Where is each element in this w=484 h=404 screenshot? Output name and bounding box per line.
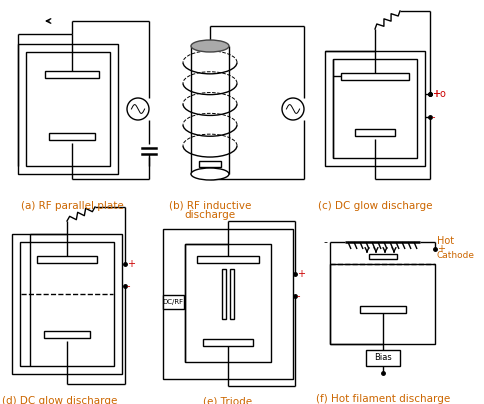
Text: +: + [431, 89, 439, 99]
Text: -: - [431, 112, 435, 122]
Bar [184, 244, 271, 362]
Text: (e) Triode: (e) Triode [203, 396, 252, 404]
Text: +: + [296, 269, 304, 279]
Text: +: + [127, 259, 135, 269]
Text: (d) DC glow discharge: (d) DC glow discharge [2, 396, 118, 404]
Bar [20, 242, 114, 366]
Bar [368, 253, 396, 259]
Bar [163, 295, 183, 309]
Text: Bias: Bias [373, 354, 391, 362]
Bar [340, 72, 408, 80]
Bar [203, 339, 253, 345]
Bar [18, 44, 118, 174]
Bar [359, 305, 405, 313]
Text: +o: +o [431, 89, 445, 99]
Bar [197, 255, 258, 263]
Bar [45, 71, 99, 78]
Bar [354, 128, 394, 135]
Text: (a) RF parallel plate: (a) RF parallel plate [21, 201, 123, 211]
Bar [365, 350, 399, 366]
Text: -: - [322, 237, 326, 247]
Text: DC/RF: DC/RF [162, 299, 183, 305]
Bar [163, 229, 292, 379]
Bar [37, 255, 97, 263]
Bar [333, 59, 416, 158]
Text: (f) Hot filament discharge: (f) Hot filament discharge [315, 394, 449, 404]
Text: -: - [127, 281, 130, 291]
Text: (b) RF inductive: (b) RF inductive [168, 201, 251, 211]
Circle shape [281, 98, 303, 120]
Bar [49, 133, 95, 139]
Text: (c) DC glow discharge: (c) DC glow discharge [317, 201, 431, 211]
Text: discharge: discharge [184, 210, 235, 220]
Bar [44, 330, 90, 337]
Text: Cathode: Cathode [436, 252, 474, 261]
Text: Hot: Hot [436, 236, 453, 246]
Ellipse shape [191, 40, 228, 52]
Bar [12, 234, 122, 374]
Text: -: - [296, 291, 300, 301]
Text: +: + [436, 244, 444, 254]
Bar [26, 52, 110, 166]
Bar [222, 269, 226, 319]
Bar [324, 51, 424, 166]
Bar [329, 264, 434, 344]
Circle shape [127, 98, 149, 120]
Bar [229, 269, 233, 319]
Bar [198, 161, 221, 167]
Ellipse shape [191, 168, 228, 180]
